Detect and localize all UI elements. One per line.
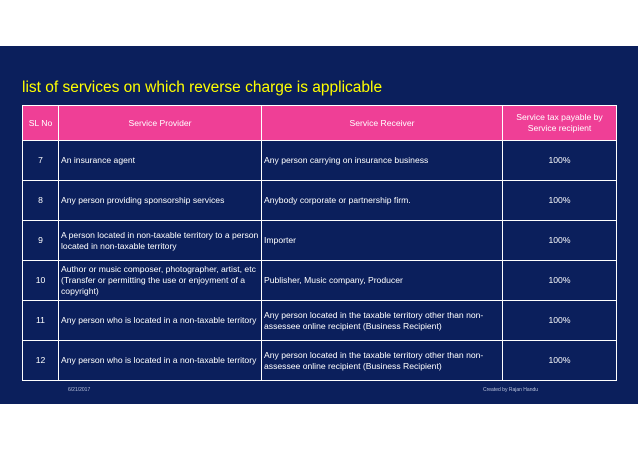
cell-provider: Author or music composer, photographer, …	[58, 260, 262, 301]
cell-receiver: Publisher, Music company, Producer	[261, 260, 503, 301]
cell-percentage: 100%	[502, 180, 617, 221]
table-row: 8 Any person providing sponsorship servi…	[22, 180, 617, 221]
table-row: 7 An insurance agent Any person carrying…	[22, 140, 617, 181]
cell-percentage: 100%	[502, 220, 617, 261]
cell-provider: A person located in non-taxable territor…	[58, 220, 262, 261]
reverse-charge-table: SL No Service Provider Service Receiver …	[22, 105, 617, 381]
cell-percentage: 100%	[502, 140, 617, 181]
slide-title: list of services on which reverse charge…	[22, 79, 383, 96]
footer-date: 6/21/2017	[68, 387, 91, 393]
cell-receiver: Importer	[261, 220, 503, 261]
cell-sl-no: 7	[22, 140, 59, 181]
cell-sl-no: 12	[22, 340, 59, 381]
header-sl-no: SL No	[22, 105, 59, 141]
cell-receiver: Any person carrying on insurance busines…	[261, 140, 503, 181]
cell-provider: An insurance agent	[58, 140, 262, 181]
cell-sl-no: 11	[22, 300, 59, 341]
footer-credit: Created by Rajan Handu	[483, 387, 539, 393]
table-header-row: SL No Service Provider Service Receiver …	[22, 105, 617, 141]
table-row: 9 A person located in non-taxable territ…	[22, 220, 617, 261]
cell-receiver: Anybody corporate or partnership firm.	[261, 180, 503, 221]
slide: list of services on which reverse charge…	[0, 46, 638, 404]
header-tax-payable: Service tax payable by Service recipient	[502, 105, 617, 141]
cell-sl-no: 8	[22, 180, 59, 221]
cell-provider: Any person who is located in a non-taxab…	[58, 340, 262, 381]
table-row: 12 Any person who is located in a non-ta…	[22, 340, 617, 381]
header-service-receiver: Service Receiver	[261, 105, 503, 141]
cell-percentage: 100%	[502, 260, 617, 301]
cell-receiver: Any person located in the taxable territ…	[261, 340, 503, 381]
table-row: 10 Author or music composer, photographe…	[22, 260, 617, 301]
header-service-provider: Service Provider	[58, 105, 262, 141]
cell-sl-no: 10	[22, 260, 59, 301]
cell-sl-no: 9	[22, 220, 59, 261]
cell-percentage: 100%	[502, 300, 617, 341]
table-row: 11 Any person who is located in a non-ta…	[22, 300, 617, 341]
cell-provider: Any person providing sponsorship service…	[58, 180, 262, 221]
cell-provider: Any person who is located in a non-taxab…	[58, 300, 262, 341]
cell-receiver: Any person located in the taxable territ…	[261, 300, 503, 341]
cell-percentage: 100%	[502, 340, 617, 381]
